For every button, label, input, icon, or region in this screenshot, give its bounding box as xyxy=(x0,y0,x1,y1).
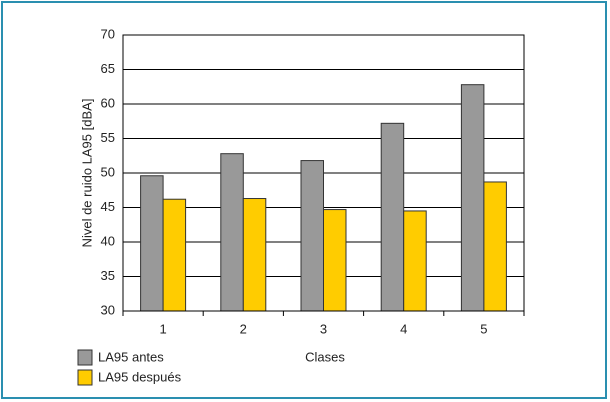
bar xyxy=(300,160,324,312)
y-tick-label: 35 xyxy=(101,268,115,283)
y-tick-label: 70 xyxy=(101,26,115,41)
bar xyxy=(323,209,347,312)
y-tick-label: 40 xyxy=(101,233,115,248)
legend-swatch xyxy=(77,369,93,386)
bar xyxy=(380,122,405,312)
y-tick-label: 45 xyxy=(101,199,115,214)
bar xyxy=(403,210,427,312)
y-axis-label: Nivel de ruido LA95 [dBA] xyxy=(79,99,94,248)
x-tick-label: 1 xyxy=(159,321,166,336)
y-tick-label: 65 xyxy=(101,61,115,76)
bar xyxy=(460,84,485,312)
bar xyxy=(162,198,187,312)
legend-swatch xyxy=(77,349,93,366)
plot-border xyxy=(122,34,525,312)
x-tick-label: 3 xyxy=(320,321,327,336)
x-tick-label: 2 xyxy=(240,321,247,336)
x-axis-label: Clases xyxy=(305,349,345,364)
x-tick-label: 5 xyxy=(480,321,487,336)
bar xyxy=(242,198,267,312)
y-tick-label: 55 xyxy=(101,130,115,145)
bar xyxy=(220,153,244,312)
y-tick-label: 60 xyxy=(101,95,115,110)
bar xyxy=(140,175,164,312)
y-tick-label: 30 xyxy=(101,302,115,317)
bar xyxy=(483,181,507,312)
legend-label: LA95 antes xyxy=(98,349,164,364)
x-tick-label: 4 xyxy=(400,321,407,336)
legend-label: LA95 después xyxy=(98,369,182,384)
y-tick-label: 50 xyxy=(101,164,115,179)
